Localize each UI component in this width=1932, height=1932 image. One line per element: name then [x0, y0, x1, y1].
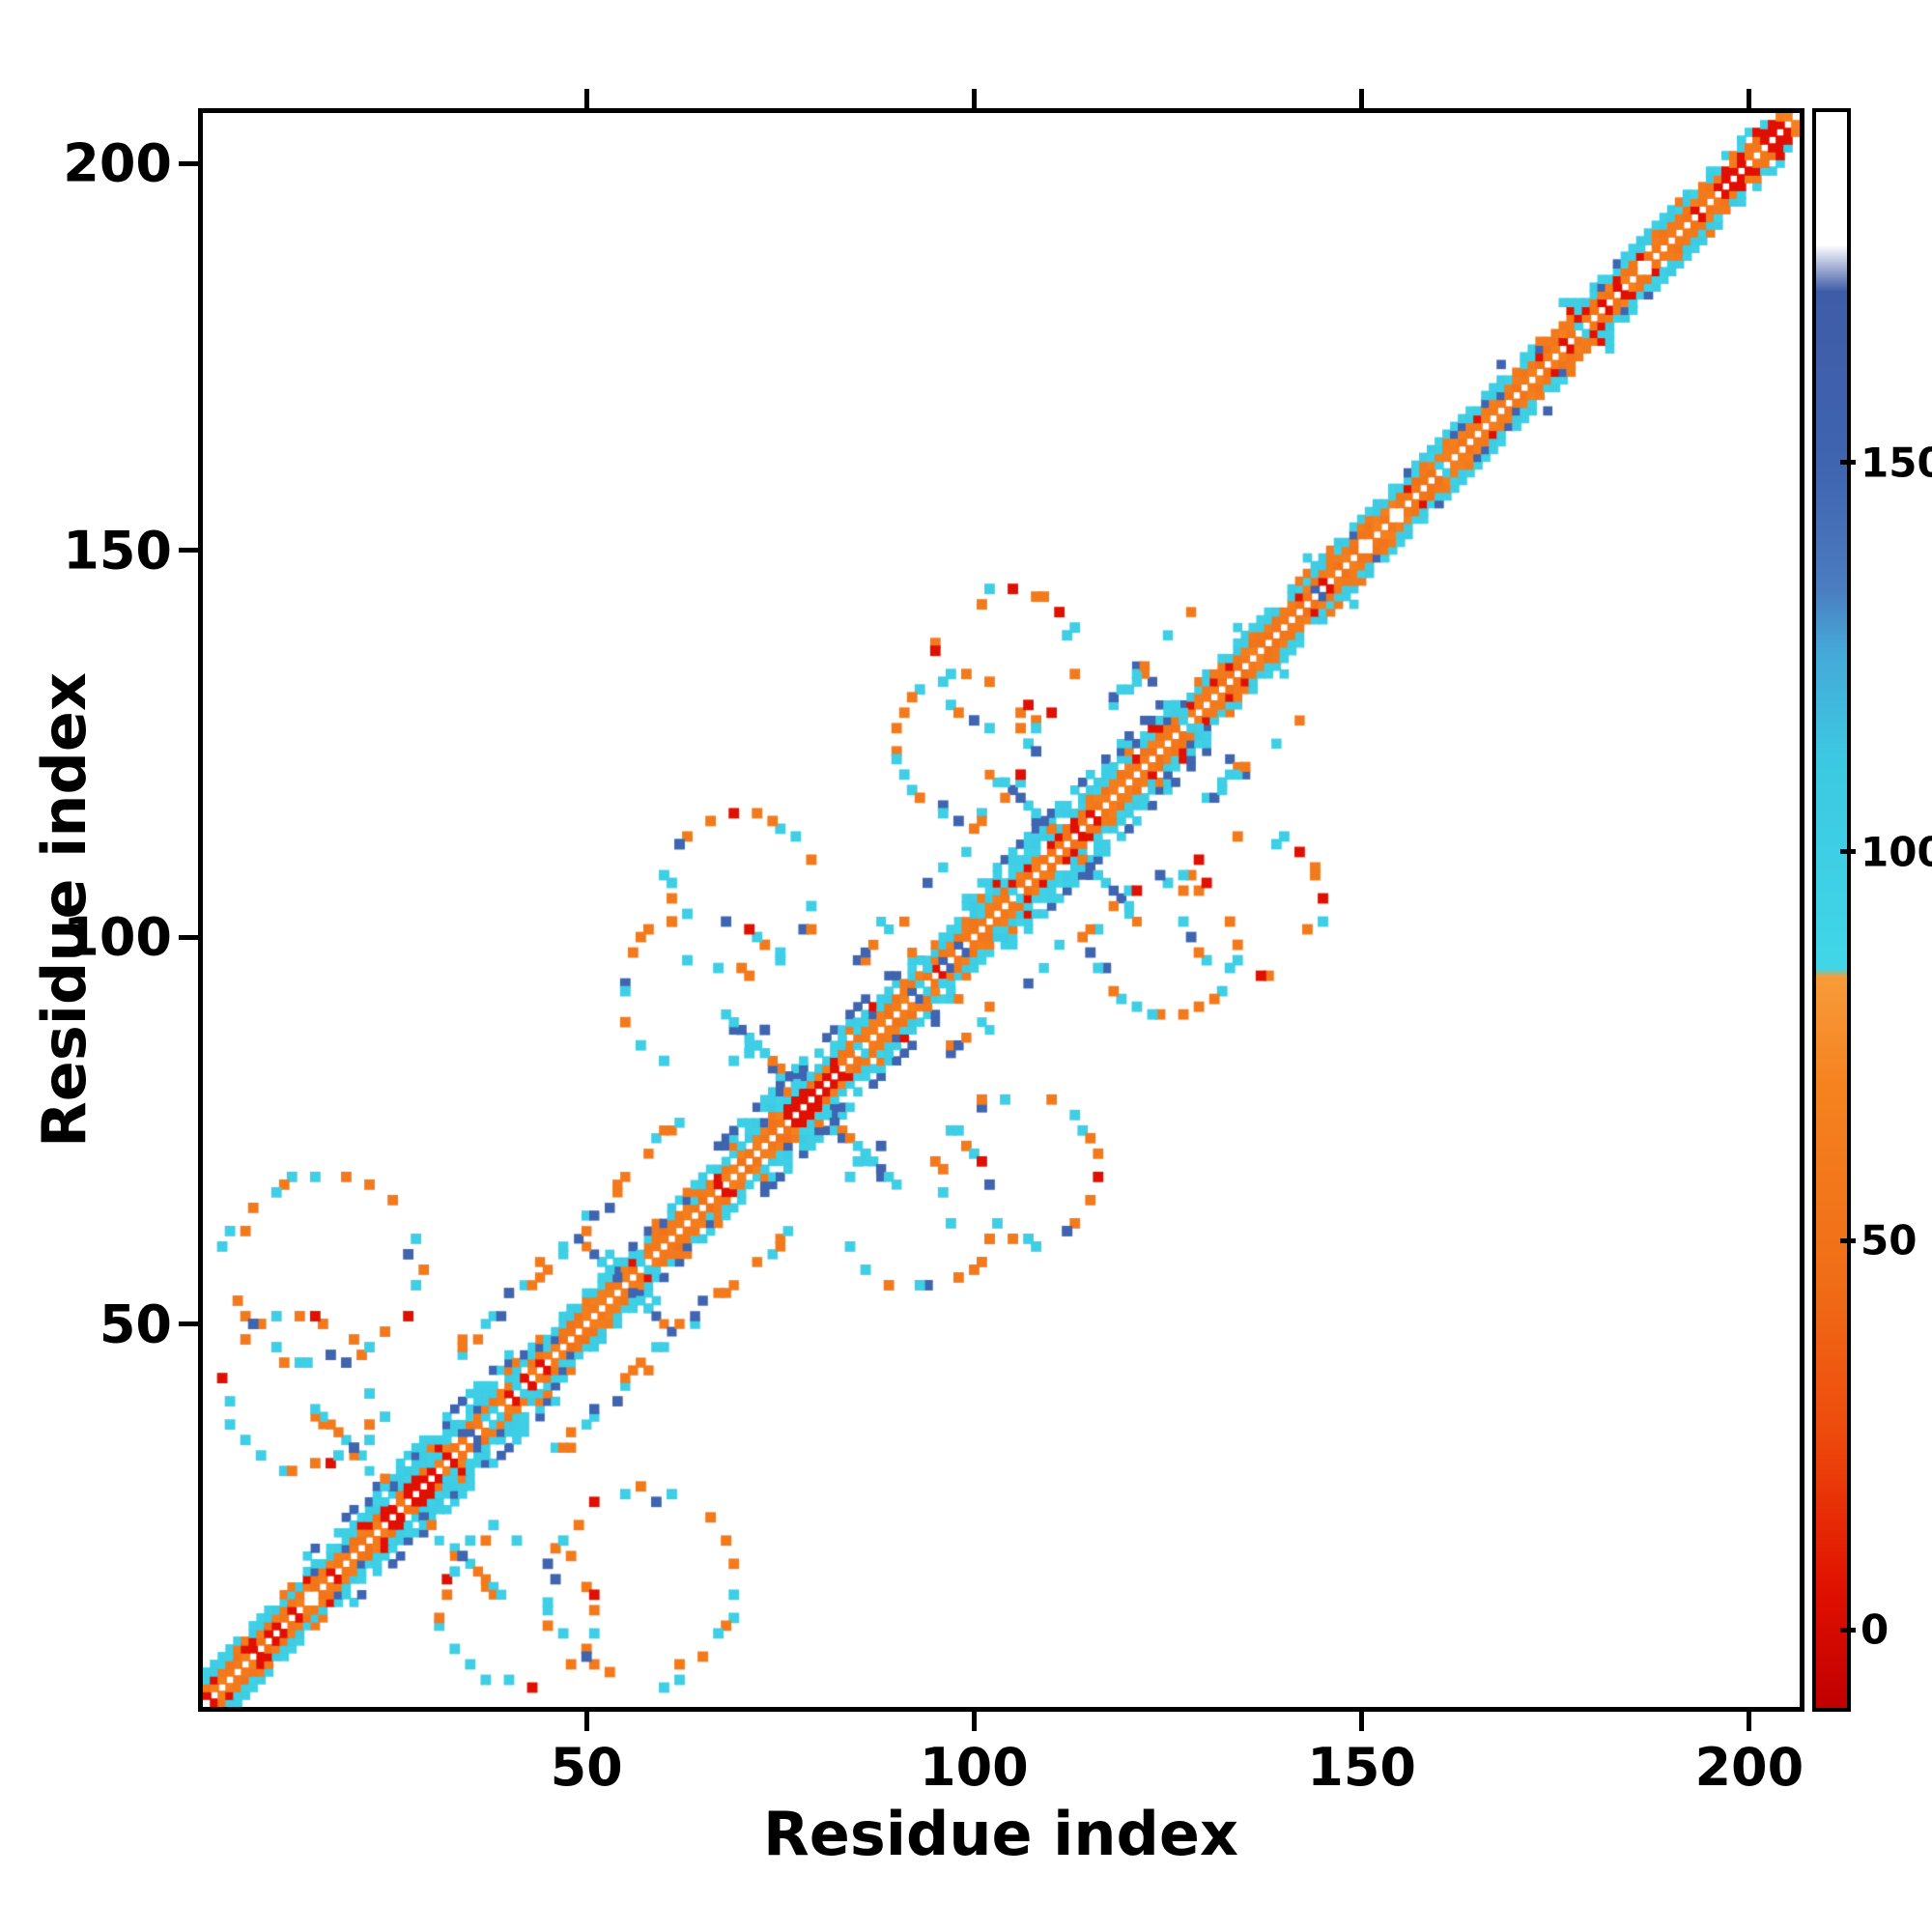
- y-tick-mark: [179, 1321, 198, 1327]
- x-tick-mark: [971, 1712, 977, 1731]
- y-tick-mark: [179, 548, 198, 554]
- x-tick-mark-top: [1359, 89, 1365, 108]
- x-tick-mark-top: [971, 89, 977, 108]
- y-tick-label: 50: [99, 1293, 172, 1355]
- x-tick-mark-top: [1747, 89, 1752, 108]
- x-tick-mark: [1747, 1712, 1752, 1731]
- colorbar-tick-label: 50: [1861, 1216, 1918, 1264]
- x-tick-label: 150: [1307, 1737, 1416, 1798]
- y-tick-mark: [179, 160, 198, 166]
- x-tick-label: 50: [550, 1737, 623, 1798]
- colorbar: [1812, 108, 1851, 1712]
- contact-map-canvas: [203, 113, 1800, 1707]
- x-tick-mark-top: [583, 89, 589, 108]
- x-tick-mark: [1359, 1712, 1365, 1731]
- y-axis-label: Residue index: [29, 672, 99, 1148]
- y-tick-label: 200: [63, 132, 172, 194]
- y-tick-label: 150: [63, 520, 172, 582]
- x-tick-label: 200: [1694, 1737, 1804, 1798]
- x-axis-label: Residue index: [763, 1799, 1238, 1869]
- colorbar-tick-label: 0: [1861, 1605, 1889, 1654]
- x-tick-label: 100: [920, 1737, 1029, 1798]
- colorbar-tick-label: 100: [1861, 828, 1932, 876]
- y-tick-mark: [179, 934, 198, 940]
- x-tick-mark: [583, 1712, 589, 1731]
- contact-map-plot: [198, 108, 1804, 1712]
- colorbar-canvas: [1816, 112, 1847, 1708]
- colorbar-tick-label: 150: [1861, 439, 1932, 487]
